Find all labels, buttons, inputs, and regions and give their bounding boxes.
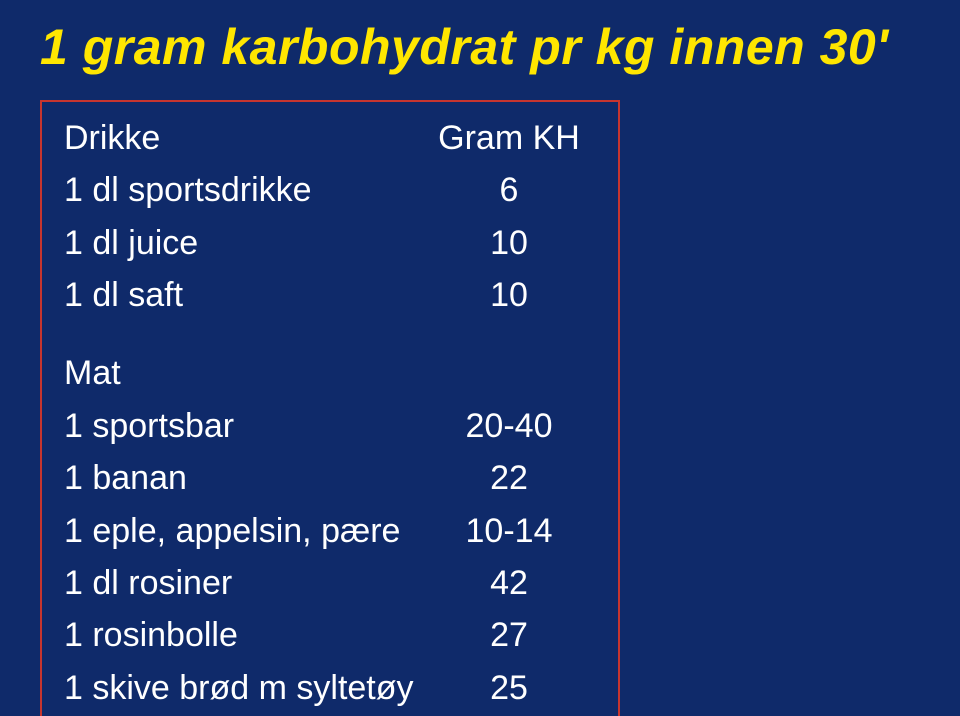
- row-label: 1 dl sportsdrikke: [64, 164, 434, 216]
- table-row: 1 sportsbar 20-40: [64, 400, 596, 452]
- row-label: 1 dl juice: [64, 217, 434, 269]
- slide-title: 1 gram karbohydrat pr kg innen 30': [40, 18, 930, 76]
- drikke-header-value: Gram KH: [434, 112, 584, 164]
- row-label: 1 skive brød m syltetøy: [64, 662, 434, 714]
- mat-header-label: Mat: [64, 347, 434, 399]
- table-row: 1 dl saft 10: [64, 269, 596, 321]
- drikke-header-label: Drikke: [64, 112, 434, 164]
- row-label: 1 rosinbolle: [64, 609, 434, 661]
- table-row: 1 dl sportsdrikke 6: [64, 164, 596, 216]
- mat-header-row: Mat: [64, 347, 596, 399]
- table-row: 1 skive brød m syltetøy 25: [64, 662, 596, 714]
- row-value: 42: [434, 557, 584, 609]
- nutrition-table: Drikke Gram KH 1 dl sportsdrikke 6 1 dl …: [40, 100, 620, 716]
- row-value: 27: [434, 609, 584, 661]
- row-label: 1 dl rosiner: [64, 557, 434, 609]
- row-value: 20-40: [434, 400, 584, 452]
- table-row: 1 dl rosiner 42: [64, 557, 596, 609]
- mat-header-value: [434, 347, 584, 399]
- slide: 1 gram karbohydrat pr kg innen 30' Drikk…: [0, 0, 960, 716]
- row-value: 6: [434, 164, 584, 216]
- row-value: 10-14: [434, 505, 584, 557]
- row-label: 1 eple, appelsin, pære: [64, 505, 434, 557]
- table-row: 1 banan 22: [64, 452, 596, 504]
- table-row: 1 dl juice 10: [64, 217, 596, 269]
- table-row: 1 rosinbolle 27: [64, 609, 596, 661]
- row-value: 10: [434, 217, 584, 269]
- row-value: 10: [434, 269, 584, 321]
- drikke-header-row: Drikke Gram KH: [64, 112, 596, 164]
- row-label: 1 dl saft: [64, 269, 434, 321]
- row-label: 1 sportsbar: [64, 400, 434, 452]
- row-label: 1 banan: [64, 452, 434, 504]
- row-value: 22: [434, 452, 584, 504]
- table-row: 1 eple, appelsin, pære 10-14: [64, 505, 596, 557]
- row-value: 25: [434, 662, 584, 714]
